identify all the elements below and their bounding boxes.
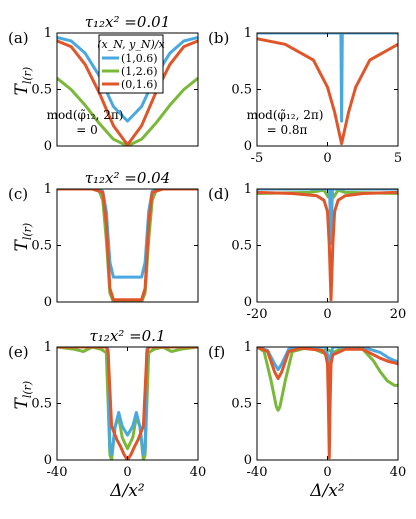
panel-title: τ₁₂x² =0.04 <box>85 169 171 187</box>
x-tick-label: 40 <box>190 465 207 480</box>
x-tick-label: 0 <box>323 151 331 166</box>
x-tick-label: 0 <box>323 307 331 322</box>
annotation-line: = 0 <box>76 123 98 137</box>
axes-frame <box>56 346 199 461</box>
y-tick-label: 1 <box>44 26 52 41</box>
panel-b: 00.51-5 0 5(b)mod(φ̃₁₂, 2π)= 0.8π <box>208 26 402 166</box>
series-line <box>257 347 398 460</box>
y-axis-label: Tl(r) <box>12 67 34 96</box>
axes-frame <box>56 188 199 303</box>
series-line <box>57 77 198 146</box>
series-line <box>57 189 198 302</box>
y-tick-label: 0 <box>44 453 52 468</box>
y-tick-label: 0 <box>244 139 252 154</box>
series-line <box>257 347 398 405</box>
y-tick-label: 1 <box>244 26 252 41</box>
x-axis-label: Δ/x² <box>109 481 145 501</box>
series-line <box>57 189 198 302</box>
y-label-sub: l(r) <box>21 381 34 398</box>
panel-d: 00.51-20 0 20(d) <box>208 182 406 322</box>
y-tick-label: 0.5 <box>231 239 252 254</box>
panel-a: 0 0.5 1 (a) τ₁₂x² =0.01 mod(φ̃₁₂, 2π)= 0 <box>8 13 199 154</box>
legend-title: (x_N, y_N)/x <box>97 38 165 51</box>
y-label-sub: l(r) <box>21 223 34 240</box>
series-line <box>257 189 398 245</box>
panel-label: (c) <box>8 185 28 203</box>
panel-label: (a) <box>8 29 29 47</box>
legend-entry: (1,2.6) <box>121 65 158 78</box>
series-line <box>57 347 198 456</box>
annotation-line: mod(φ̃₁₂, 2π) <box>247 108 324 122</box>
series-line <box>257 37 398 146</box>
y-tick-label: 0.5 <box>31 83 52 98</box>
annotation-line: mod(φ̃₁₂, 2π) <box>47 108 124 122</box>
series-line <box>257 33 398 123</box>
x-tick-label: 40 <box>390 465 407 480</box>
y-tick-label: 0 <box>244 295 252 310</box>
y-tick-label: 0.5 <box>31 239 52 254</box>
series-line <box>57 189 198 279</box>
panel-title: τ₁₂x² =0.1 <box>90 327 166 345</box>
y-label-main: T <box>12 397 32 410</box>
panel-label: (b) <box>208 29 229 47</box>
x-axis-label: Δ/x² <box>309 481 345 501</box>
y-tick-label: 0.5 <box>31 397 52 412</box>
x-tick-label: -5 <box>251 151 264 166</box>
y-label-main: T <box>12 83 32 96</box>
y-tick-label: 0 <box>244 453 252 468</box>
panel-label: (e) <box>8 343 29 361</box>
panel-c: 0 0.5 1 (c) τ₁₂x² =0.04 <box>8 169 199 310</box>
y-tick-label: 1 <box>44 182 52 197</box>
y-tick-label: 0 <box>44 139 52 154</box>
series-line <box>57 347 198 460</box>
x-tick-label: -40 <box>47 465 68 480</box>
y-axis-label: Tl(r) <box>12 381 34 410</box>
y-axis-label: Tl(r) <box>12 223 34 252</box>
series-line <box>257 190 398 302</box>
panel-label: (d) <box>208 185 229 203</box>
x-tick-label: 5 <box>394 151 402 166</box>
y-tick-label: 1 <box>244 340 252 355</box>
x-tick-label: 20 <box>390 307 407 322</box>
series-line <box>57 347 198 460</box>
x-tick-label: 0 <box>323 465 331 480</box>
y-label-sub: l(r) <box>21 67 34 84</box>
panel-f: 00.51-40 0 40(f) <box>208 340 406 480</box>
y-tick-label: 0.5 <box>231 397 252 412</box>
y-tick-label: 0 <box>44 295 52 310</box>
y-label-main: T <box>12 239 32 252</box>
annotation-line: = 0.8π <box>267 123 308 137</box>
panel-e: 00.51-40 0 40(e)τ₁₂x² =0.1 <box>8 327 206 480</box>
legend: (x_N, y_N)/x(1,0.6)(1,2.6)(0,1.6) <box>97 34 166 94</box>
x-tick-label: -40 <box>247 465 268 480</box>
panel-title: τ₁₂x² =0.01 <box>85 13 171 31</box>
series-line <box>57 39 198 146</box>
legend-entry: (0,1.6) <box>121 78 158 91</box>
x-tick-label: 0 <box>123 465 131 480</box>
axes-frame <box>256 188 399 303</box>
y-tick-label: 1 <box>244 182 252 197</box>
x-tick-label: -20 <box>247 307 268 322</box>
panel-label: (f) <box>208 343 225 361</box>
series-line <box>57 36 198 123</box>
legend-entry: (1,0.6) <box>121 52 158 65</box>
y-tick-label: 0.5 <box>231 83 252 98</box>
y-tick-label: 1 <box>44 340 52 355</box>
series-line <box>257 189 398 199</box>
